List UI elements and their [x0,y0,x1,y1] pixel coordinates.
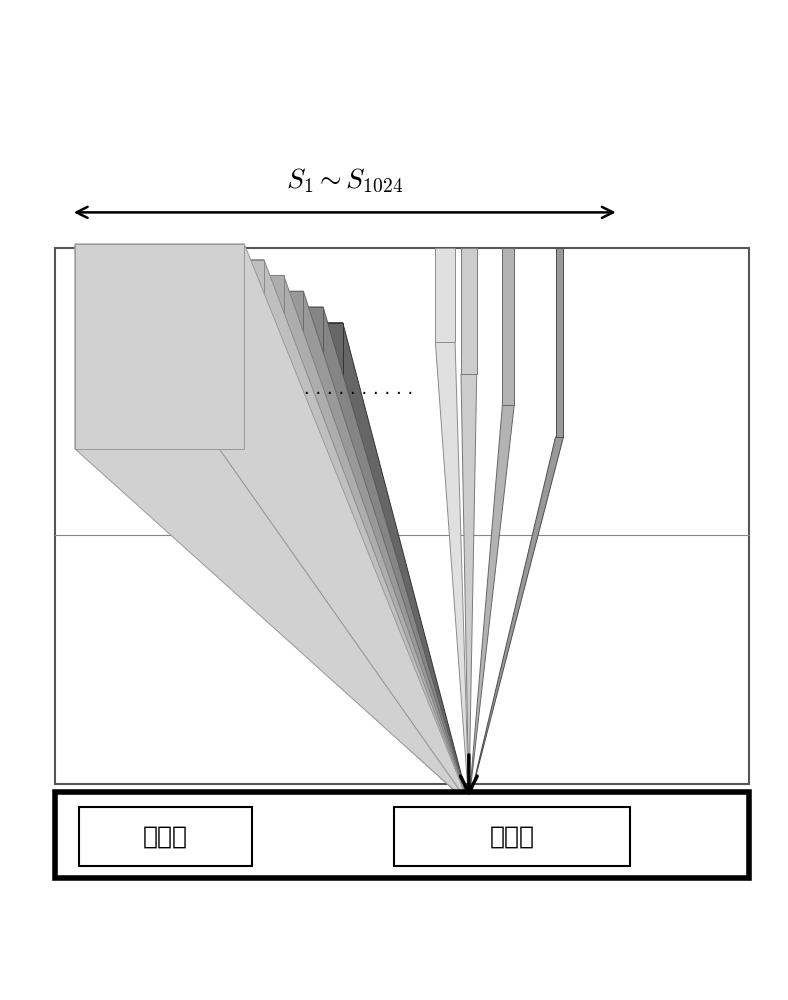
Polygon shape [154,307,469,803]
Polygon shape [114,275,284,480]
Polygon shape [95,260,469,803]
Polygon shape [154,307,323,512]
Polygon shape [461,374,477,803]
Text: 投影仪: 投影仪 [489,825,535,849]
Polygon shape [75,244,469,803]
Bar [79,807,252,866]
Polygon shape [173,323,469,803]
Polygon shape [95,260,264,465]
Bar [55,248,749,784]
Polygon shape [469,437,563,803]
Polygon shape [469,405,514,803]
Polygon shape [435,342,469,803]
Polygon shape [173,323,343,528]
Polygon shape [154,307,469,803]
Polygon shape [134,291,469,803]
Bar [55,792,749,878]
Polygon shape [556,248,563,437]
Text: · · · · · · · · · ·: · · · · · · · · · · [304,385,413,403]
Polygon shape [134,291,303,496]
Polygon shape [435,248,455,342]
Polygon shape [173,323,469,803]
Polygon shape [134,291,469,803]
Polygon shape [503,248,514,405]
Text: $S_1\sim S_{1024}$: $S_1\sim S_{1024}$ [286,167,403,195]
Polygon shape [75,244,244,449]
Polygon shape [95,260,469,803]
Polygon shape [461,248,477,374]
Polygon shape [114,275,469,803]
Bar [394,807,630,866]
Polygon shape [75,244,469,803]
Text: 摄像机: 摄像机 [143,825,188,849]
Polygon shape [114,275,469,803]
